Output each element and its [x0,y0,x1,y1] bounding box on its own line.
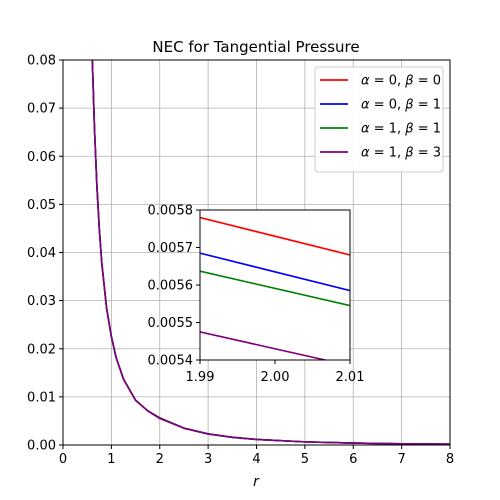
legend-label-part: = 0, [370,74,406,89]
legend-label: α = 0, β = 0 [361,74,441,89]
inset-y-tick-label: 0.0055 [148,316,194,331]
x-tick-label: 3 [204,452,212,467]
inset-series-line [200,270,350,307]
inset-x-tick-label: 2.01 [336,370,365,385]
inset-ticks [196,209,351,364]
inset-series-line [200,252,350,292]
x-tick-label: 1 [107,452,115,467]
y-tick-label: 0.05 [27,198,56,213]
inset-series-lines [200,216,350,360]
x-tick-label: 5 [301,452,309,467]
legend-label-part: = 1 [414,122,441,137]
legend-items: α = 0, β = 0α = 0, β = 1α = 1, β = 1α = … [320,74,441,161]
x-tick-label: 6 [349,452,357,467]
inset-x-tick-labels: 1.99 2.00 2.01 [186,370,365,385]
x-tick-label: 4 [252,452,260,467]
y-tick-label: 0.02 [27,342,56,357]
main-series-lines [91,60,450,445]
x-tick-label: 2 [156,452,164,467]
legend-label-part: = 1, [370,146,406,161]
legend-label-part: β [404,146,413,161]
y-tick-label: 0.08 [27,54,56,69]
y-tick-label: 0.07 [27,102,56,117]
inset-y-tick-label: 0.0054 [148,354,194,369]
y-tick-label: 0.03 [27,294,56,309]
y-tick-labels: 0.00 0.01 0.02 0.03 0.04 0.05 0.06 0.07 0.08 [27,54,56,454]
inset-y-tick-label: 0.0058 [148,204,194,219]
legend-label-part: β [404,74,413,89]
inset-y-tick-label: 0.0057 [148,241,194,256]
legend-box [314,66,444,173]
legend-label-part: = 1 [414,98,441,113]
x-tick-label: 8 [446,452,454,467]
legend-label-part: = 3 [414,146,441,161]
legend-label: α = 1, β = 3 [361,146,441,161]
legend: α = 0, β = 0α = 0, β = 1α = 1, β = 1α = … [314,66,444,173]
inset-x-tick-label: 1.99 [186,370,215,385]
inset-plot: 1.99 2.00 2.01 0.00540.00550.00560.00570.0… [148,204,365,386]
legend-label-part: = 0, [370,98,406,113]
legend-label-part: = 1, [370,122,406,137]
inset-series-line [200,331,329,360]
x-tick-labels: 0 1 2 3 4 5 6 7 8 [59,452,454,467]
x-tick-label: 7 [397,452,405,467]
main-ticks [59,59,451,449]
y-tick-label: 0.00 [27,439,56,454]
x-axis-label: r [253,474,260,490]
y-tick-label: 0.01 [27,390,56,405]
x-tick-label: 0 [59,452,67,467]
legend-label-part: α [361,98,370,113]
legend-label-part: = 0 [414,74,441,89]
inset-y-tick-label: 0.0056 [148,279,194,294]
legend-label-part: β [404,122,413,137]
legend-label: α = 0, β = 1 [361,98,441,113]
legend-label-part: α [361,146,370,161]
series-line [91,60,450,445]
legend-label-part: α [361,74,370,89]
y-tick-label: 0.04 [27,246,56,261]
y-tick-label: 0.06 [27,150,56,165]
legend-label-part: β [404,98,413,113]
chart-title: NEC for Tangential Pressure [152,38,359,56]
inset-y-tick-labels: 0.0054 0.0055 0.0056 0.0057 0.0058 [148,204,194,369]
inset-x-tick-label: 2.00 [261,370,290,385]
legend-label-part: α [361,122,370,137]
inset-series-line [200,216,350,256]
legend-label: α = 1, β = 1 [361,122,441,137]
